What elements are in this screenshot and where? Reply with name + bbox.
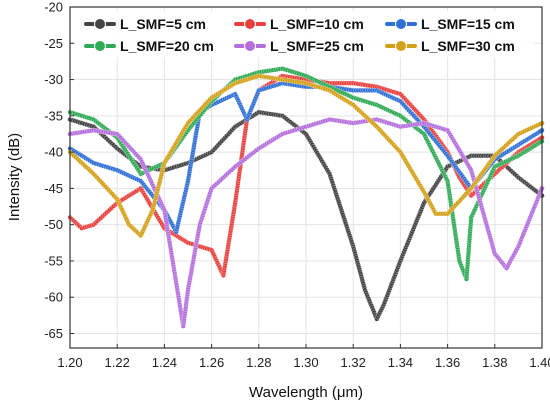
x-tick-label: 1.24 [152, 355, 177, 370]
y-tick-label: -35 [44, 108, 63, 123]
y-tick-label: -65 [44, 326, 63, 341]
legend-swatch-marker [94, 18, 106, 30]
x-tick-label: 1.32 [341, 355, 366, 370]
x-axis-label: Wavelength (μm) [249, 384, 363, 401]
legend-swatch-marker [94, 40, 106, 52]
y-tick-label: -50 [44, 217, 63, 232]
legend-label: L_SMF=5 cm [120, 16, 206, 32]
x-tick-label: 1.36 [435, 355, 460, 370]
x-tick-label: 1.38 [482, 355, 507, 370]
x-tick-label: 1.20 [57, 355, 82, 370]
x-tick-label: 1.22 [105, 355, 130, 370]
legend-swatch-marker [244, 18, 256, 30]
series-6 [67, 73, 545, 239]
x-tick-label: 1.26 [199, 355, 224, 370]
y-tick-label: -55 [44, 253, 63, 268]
legend-box [76, 11, 535, 57]
legend-label: L_SMF=30 cm [421, 38, 515, 54]
legend-item: L_SMF=5 cm [84, 16, 206, 32]
legend-item: L_SMF=15 cm [385, 16, 515, 32]
legend-swatch-marker [244, 40, 256, 52]
y-tick-label: -20 [44, 0, 63, 15]
x-tick-label: 1.28 [246, 355, 271, 370]
legend-label: L_SMF=20 cm [120, 38, 214, 54]
y-tick-label: -25 [44, 36, 63, 51]
y-tick-label: -45 [44, 181, 63, 196]
series-5 [67, 116, 545, 329]
y-tick-label: -30 [44, 72, 63, 87]
x-tick-label: 1.40 [529, 355, 550, 370]
legend-swatch-marker [395, 40, 407, 52]
y-axis-label: Intensity (dB) [6, 133, 23, 221]
legend-item: L_SMF=20 cm [84, 38, 214, 54]
legend-label: L_SMF=15 cm [421, 16, 515, 32]
legend-item: L_SMF=25 cm [234, 38, 364, 54]
legend-label: L_SMF=25 cm [270, 38, 364, 54]
y-tick-label: -60 [44, 290, 63, 305]
legend-swatch-marker [395, 18, 407, 30]
legend-label: L_SMF=10 cm [270, 16, 364, 32]
series-layer [67, 66, 545, 329]
x-tick-label: 1.30 [293, 355, 318, 370]
ticks: 1.20 1.22 1.24 1.26 1.28 1.30 1.32 1.34 1.36 1.38… [44, 0, 550, 370]
legend-item: L_SMF=10 cm [234, 16, 364, 32]
legend: L_SMF=5 cm L_SMF=10 cm L_SMF=15 cm L_SMF=20… [76, 11, 535, 57]
y-tick-label: -40 [44, 145, 63, 160]
legend-item: L_SMF=30 cm [385, 38, 515, 54]
x-tick-label: 1.34 [388, 355, 413, 370]
